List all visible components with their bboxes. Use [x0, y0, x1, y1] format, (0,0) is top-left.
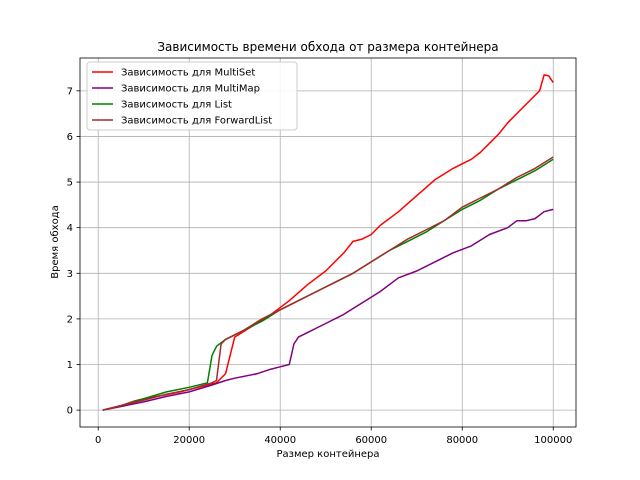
- x-tick-label: 80000: [446, 435, 478, 446]
- x-tick-label: 100000: [534, 435, 572, 446]
- x-tick-label: 60000: [355, 435, 387, 446]
- plot-frame: [79, 57, 577, 428]
- legend-items: Зависимость для MultiSet Зависимость для …: [92, 68, 272, 127]
- y-tick-label: 6: [67, 132, 73, 143]
- y-tick-label: 1: [67, 360, 73, 371]
- x-tick-label: 0: [95, 435, 101, 446]
- legend: Зависимость для MultiSet Зависимость для …: [86, 61, 298, 131]
- x-tick-label: 20000: [173, 435, 205, 446]
- y-tick-label: 2: [67, 314, 73, 325]
- legend-label-1: Зависимость для MultiSet: [121, 68, 255, 79]
- y-tick-label: 5: [67, 178, 73, 189]
- y-tick-label: 3: [67, 269, 73, 280]
- x-axis-label: Размер контейнера: [276, 449, 379, 460]
- x-tick-label: 40000: [264, 435, 296, 446]
- legend-label-2: Зависимость для MultiMap: [121, 84, 260, 95]
- y-tick-label: 7: [67, 86, 73, 97]
- legend-box: [86, 61, 298, 131]
- ticks: 0 20000 40000 60000 80000 100000 0 1 2 3 4 5 6 7: [67, 86, 573, 446]
- legend-label-3: Зависимость для List: [121, 100, 232, 111]
- y-tick-label: 0: [67, 406, 73, 417]
- series-line-4: [102, 156, 554, 411]
- series-lines: [102, 74, 554, 411]
- legend-label-4: Зависимость для ForwardList: [121, 116, 272, 127]
- y-tick-label: 4: [67, 223, 73, 234]
- chart-title: Зависимость времени обхода от размера ко…: [157, 40, 498, 54]
- series-line-2: [102, 208, 554, 411]
- y-axis-label: Время обхода: [50, 205, 61, 278]
